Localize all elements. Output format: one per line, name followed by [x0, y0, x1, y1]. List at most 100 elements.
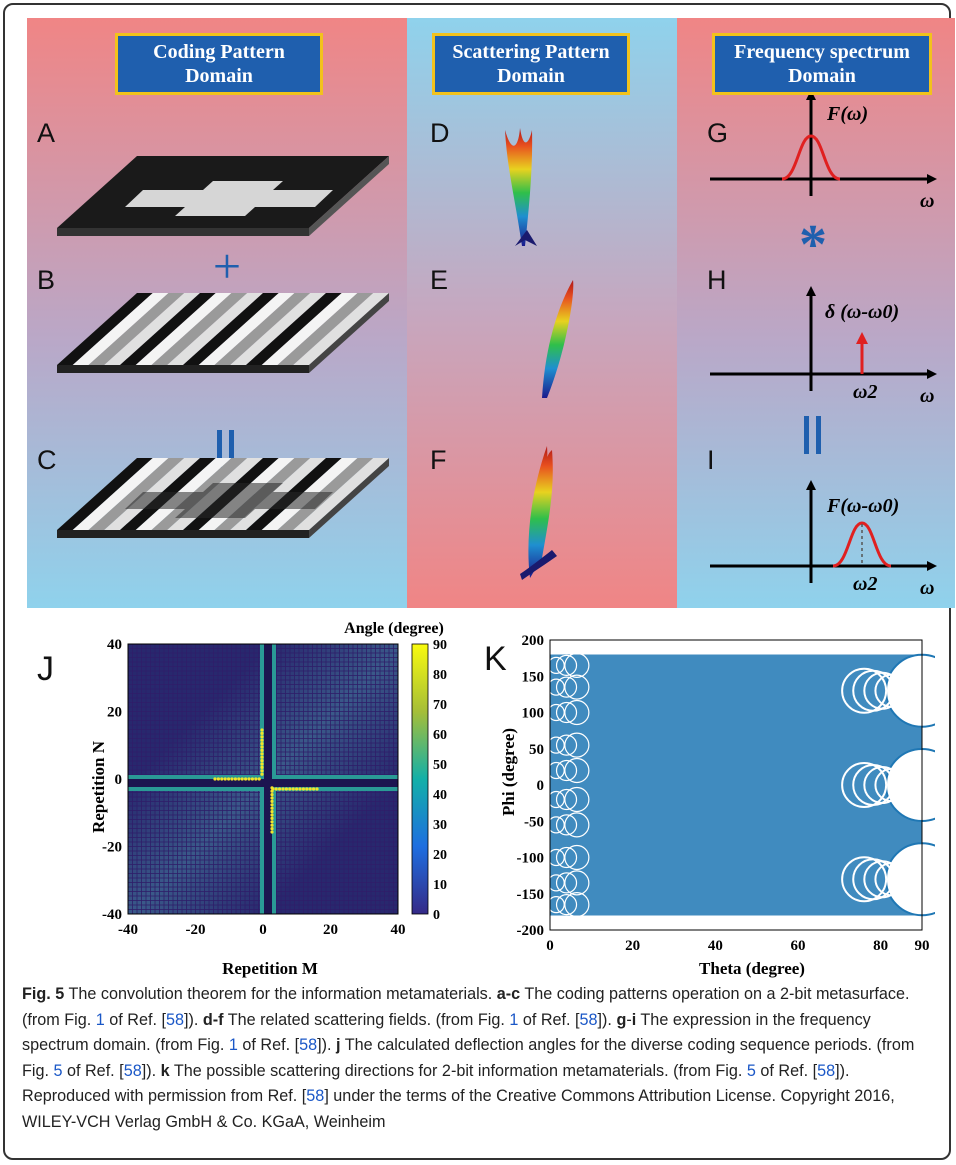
- j-ylabel: Repetition N: [89, 740, 108, 833]
- spectrum-h: [710, 286, 937, 391]
- k-point: [555, 814, 578, 836]
- k-point: [564, 870, 590, 896]
- k-point: [547, 678, 565, 696]
- k-point: [841, 667, 888, 714]
- k-point: [852, 764, 895, 806]
- k-point: [841, 856, 888, 903]
- k-xtick: 90: [915, 938, 930, 954]
- k-point: [852, 858, 895, 901]
- k-point: [555, 676, 578, 698]
- j-xtick: -20: [186, 922, 206, 938]
- figure-caption: Fig. 5 The convolution theorem for the i…: [22, 985, 915, 1131]
- k-point: [874, 862, 909, 897]
- k-point: [564, 674, 590, 700]
- j-ytick: 20: [107, 705, 122, 721]
- label-e: E: [430, 265, 449, 295]
- colorbar-tick: 20: [433, 848, 447, 863]
- j-xtick: -40: [118, 922, 138, 938]
- label-k: K: [484, 640, 507, 678]
- colorbar-tick: 70: [433, 698, 447, 713]
- k-xtick: 60: [791, 938, 806, 954]
- k-point: [555, 872, 578, 894]
- conv-operator: *: [799, 214, 827, 276]
- k-xtick: 0: [546, 938, 554, 954]
- colorbar-title: Angle (degree): [344, 620, 444, 637]
- k-xlabel: Theta (degree): [699, 959, 805, 978]
- fig-number: Fig. 5: [22, 985, 65, 1003]
- domains-figure: + F(ω) ω * δ (ω-ω0) ω2 ω: [27, 18, 955, 608]
- label-f: F: [430, 445, 447, 475]
- chart-k-scatter: 0 20 40 60 80 90 200 150 100 50 0 -50 -100 -150 -200 T…: [499, 633, 935, 978]
- k-point: [564, 699, 590, 726]
- k-point: [555, 734, 578, 756]
- label-g: G: [707, 118, 729, 148]
- k-point: [547, 736, 565, 754]
- j-ytick: -20: [102, 840, 122, 856]
- j-ytick: -40: [102, 907, 122, 923]
- k-point: [874, 768, 909, 802]
- k-xtick: 40: [708, 938, 723, 954]
- header-scattering: Scattering Pattern Domain: [432, 33, 630, 95]
- k-ytick: 0: [537, 778, 545, 794]
- spectrum-g: [710, 90, 937, 196]
- i-omega: ω: [920, 577, 934, 599]
- k-point: [555, 701, 578, 724]
- k-point: [564, 652, 590, 678]
- i-label: F(ω-ω0): [826, 495, 899, 517]
- plus-operator: +: [213, 238, 241, 294]
- h-label: δ (ω-ω0): [825, 301, 899, 323]
- colorbar-tick: 40: [433, 788, 447, 803]
- j-ytick: 40: [107, 637, 122, 653]
- k-ytick: 100: [522, 706, 545, 722]
- k-point: [555, 759, 578, 782]
- colorbar-tick: 10: [433, 878, 447, 893]
- k-point: [547, 790, 565, 809]
- k-point: [555, 654, 578, 676]
- k-point: [547, 874, 565, 892]
- k-point: [547, 896, 565, 914]
- k-xtick: 20: [625, 938, 640, 954]
- label-c: C: [37, 445, 57, 475]
- k-point: [564, 844, 590, 871]
- k-point-field: [550, 654, 922, 916]
- k-point: [555, 846, 578, 869]
- j-xtick: 20: [323, 922, 338, 938]
- g-omega: ω: [920, 190, 934, 212]
- label-d: D: [430, 118, 450, 148]
- equals-operator-2: [804, 416, 821, 454]
- colorbar-tick: 30: [433, 818, 447, 833]
- k-ytick: 200: [522, 633, 545, 649]
- k-xtick: 80: [873, 938, 888, 954]
- colorbar-tick: 80: [433, 668, 447, 683]
- k-point: [547, 656, 565, 674]
- k-ytick: -100: [517, 851, 545, 867]
- g-label: F(ω): [826, 103, 868, 125]
- colorbar-tick: 90: [433, 638, 447, 653]
- k-ytick: -50: [524, 814, 544, 830]
- colorbar-tick: 50: [433, 758, 447, 773]
- k-ytick: 50: [529, 742, 544, 758]
- k-point: [555, 894, 578, 916]
- scatter-beam-d: [505, 128, 537, 246]
- plate-b: [57, 293, 389, 373]
- k-point: [863, 860, 902, 899]
- scatter-beam-f: [520, 446, 557, 580]
- colorbar-tick: 0: [433, 908, 440, 923]
- scatter-beam-e: [542, 280, 574, 398]
- j-ytick: 0: [115, 772, 123, 788]
- plate-a: [57, 156, 389, 236]
- label-a: A: [37, 118, 56, 148]
- k-point: [564, 812, 590, 838]
- k-ytick: -200: [517, 923, 545, 939]
- plate-c: [57, 458, 389, 538]
- label-h: H: [707, 265, 727, 295]
- k-point: [852, 669, 895, 712]
- k-point: [564, 757, 590, 784]
- k-point: [547, 816, 565, 834]
- colorbar-tick: 60: [433, 728, 447, 743]
- k-ytick: 150: [522, 669, 545, 685]
- k-ytick: -150: [517, 887, 545, 903]
- j-xtick: 40: [391, 922, 406, 938]
- k-point: [564, 892, 590, 918]
- k-point: [564, 786, 590, 813]
